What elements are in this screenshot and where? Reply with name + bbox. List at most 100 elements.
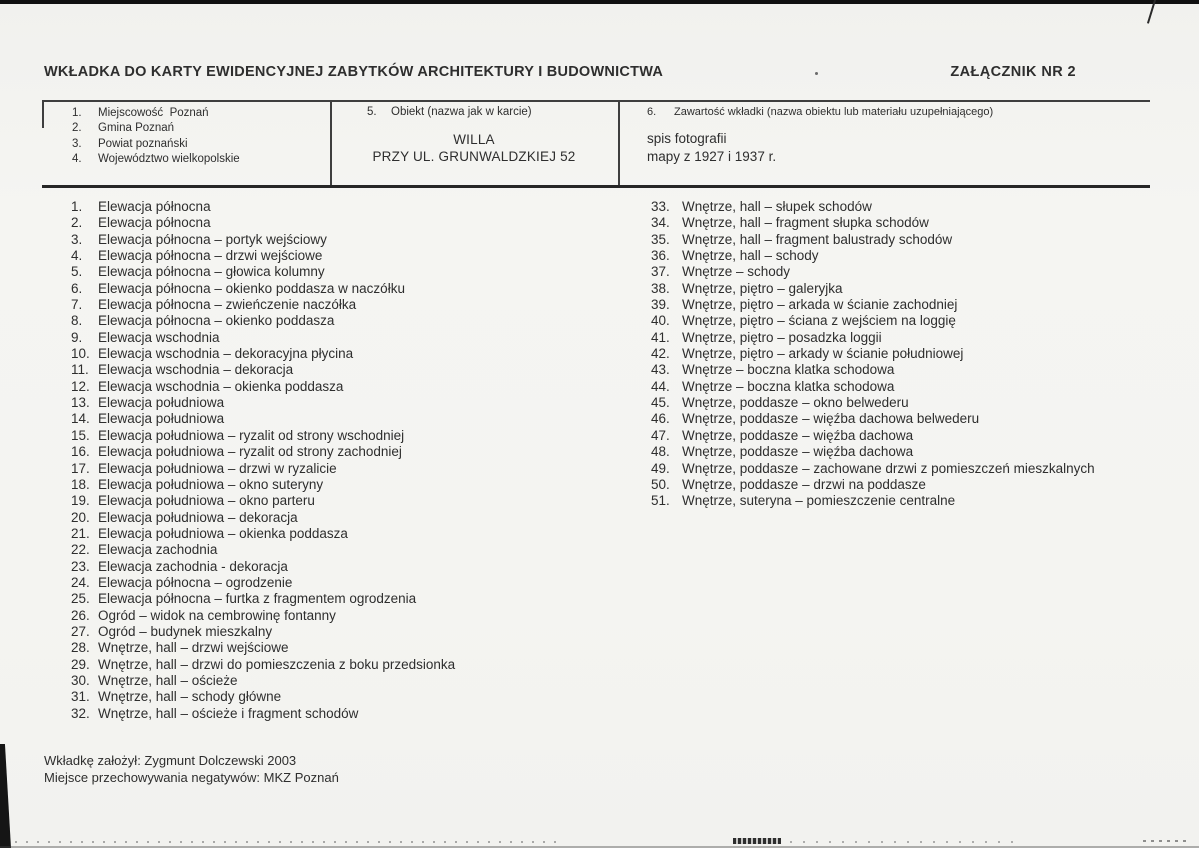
item-text: Elewacja północna (98, 199, 211, 214)
item-number: 1. (71, 199, 83, 214)
scan-artifact-top-edge (0, 0, 1199, 4)
list-item: 29. Wnętrze, hall – drzwi do pomieszczeni… (71, 657, 455, 673)
contents-line2: mapy z 1927 i 1937 r. (647, 148, 777, 164)
item-number: 37. (651, 264, 670, 280)
list-item: 20. Elewacja południowa – dekoracja (71, 510, 455, 526)
item-text: Elewacja północna – głowica kolumny (98, 264, 325, 280)
item-text: Elewacja południowa (98, 395, 225, 411)
item-number: 17. (71, 460, 90, 476)
list-item: 13. Elewacja południowa (71, 395, 455, 411)
item-number: 9. (71, 329, 83, 345)
item-number: 45. (651, 395, 670, 411)
field-label: Zawartość wkładki (nazwa obiektu lub mat… (674, 106, 994, 118)
item-text: Wnętrze, suteryna – pomieszczenie centra… (682, 493, 956, 509)
list-item: 43. Wnętrze – boczna klatka schodowa (651, 362, 1095, 378)
item-text: Ogród – widok na cembrowinę fontanny (98, 607, 336, 623)
item-number: 38. (651, 280, 670, 296)
scan-artifact-bottom-edge (0, 846, 1199, 848)
form-contents-section: 6. Zawartość wkładki (nazwa obiektu lub … (620, 106, 1150, 165)
scan-artifact-bottom-noise (15, 841, 560, 843)
item-number: 20. (71, 509, 90, 525)
item-text: Elewacja południowa – ryzalit od strony … (98, 427, 405, 443)
item-number: 16. (71, 444, 90, 460)
list-item: 7. Elewacja północna – zwieńczenie naczół… (71, 297, 455, 313)
list-item: 27. Ogród – budynek mieszkalny (71, 624, 455, 640)
item-number: 26. (71, 607, 90, 623)
list-item: 10. Elewacja wschodnia – dekoracyjna płyc… (71, 346, 455, 362)
item-number: 10. (71, 346, 90, 362)
item-text: Wnętrze, poddasze – zachowane drzwi z po… (682, 460, 1095, 476)
item-number: 3. (72, 137, 82, 150)
list-item: 42. Wnętrze, piętro – arkady w ścianie po… (651, 346, 1095, 362)
item-number: 18. (71, 476, 90, 492)
annex-label: ZAŁĄCZNIK NR 2 (950, 64, 1076, 80)
field-label: Obiekt (nazwa jak w karcie) (391, 106, 532, 118)
item-text: Elewacja północna – portyk wejściowy (98, 231, 327, 247)
list-item: 2. Elewacja północna (71, 215, 455, 231)
item-text: Wnętrze, hall – schody główne (98, 689, 282, 705)
item-text: Wnętrze, hall – schody (682, 248, 819, 264)
item-text: Elewacja północna – okienko poddasza (98, 313, 335, 329)
item-number: 40. (651, 313, 670, 329)
item-text: Elewacja zachodnia - dekoracja (98, 558, 288, 574)
list-item: 23. Elewacja zachodnia - dekoracja (71, 559, 455, 575)
item-text: Elewacja południowa – okno parteru (98, 493, 315, 509)
form-object-section: 5. Obiekt (nazwa jak w karcie) WILLA PRZ… (332, 106, 616, 165)
item-text: Wnętrze, piętro – posadzka loggii (682, 329, 882, 345)
item-number: 27. (71, 623, 90, 639)
item-text: Wnętrze, poddasze – okno belwederu (682, 395, 909, 411)
item-number: 8. (71, 313, 83, 329)
item-text: Wnętrze – schody (682, 264, 791, 280)
footer-author-line: Wkładkę założył: Zygmunt Dolczewski 2003 (44, 753, 297, 768)
list-item: 11. Elewacja wschodnia – dekoracja (71, 362, 455, 378)
item-text: Wnętrze, hall – drzwi do pomieszczenia z… (98, 656, 456, 672)
item-text: Elewacja północna – furtka z fragmentem … (98, 591, 417, 607)
item-number: 43. (651, 362, 670, 378)
item-text: Wnętrze, piętro – arkady w ścianie połud… (682, 346, 964, 362)
field-number: 6. (647, 106, 657, 118)
item-number: 32. (71, 705, 90, 721)
item-text: Wnętrze – boczna klatka schodowa (682, 362, 895, 378)
item-number: 4. (71, 248, 83, 264)
item-text: Wnętrze, hall – fragment słupka schodów (682, 215, 929, 231)
list-item: 41. Wnętrze, piętro – posadzka loggii (651, 330, 1095, 346)
item-text: Wnętrze, piętro – arkada w ścianie zacho… (682, 297, 958, 313)
item-number: 31. (71, 689, 90, 705)
list-item: 35. Wnętrze, hall – fragment balustrady s… (651, 232, 1095, 248)
item-number: 42. (651, 346, 670, 362)
field-number: 5. (367, 106, 377, 118)
footer-negatives-line: Miejsce przechowywania negatywów: MKZ Po… (44, 769, 339, 785)
item-number: 7. (71, 297, 83, 313)
list-item: 8. Elewacja północna – okienko poddasza (71, 313, 455, 329)
table-divider (330, 102, 332, 185)
scan-artifact-bottom-noise (790, 841, 1020, 843)
list-item: 36. Wnętrze, hall – schody (651, 248, 1095, 264)
item-number: 36. (651, 248, 670, 264)
item-text: Elewacja północna – ogrodzenie (98, 574, 293, 590)
list-item: 45. Wnętrze, poddasze – okno belwederu (651, 395, 1095, 411)
item-text: Wnętrze, hall – fragment balustrady scho… (682, 231, 953, 247)
item-number: 13. (71, 395, 90, 411)
list-item: 4. Województwo wielkopolskie (72, 152, 328, 167)
list-item: 38. Wnętrze, piętro – galeryjka (651, 281, 1095, 297)
item-text: Wnętrze, hall – ościeże i fragment schod… (98, 705, 359, 721)
list-item: 6. Elewacja północna – okienko poddasza w… (71, 281, 455, 297)
list-item: 9. Elewacja wschodnia (71, 330, 455, 346)
list-item: 40. Wnętrze, piętro – ściana z wejściem n… (651, 313, 1095, 329)
item-text: Wnętrze, piętro – galeryjka (682, 280, 843, 296)
title-row: WKŁADKA DO KARTY EWIDENCYJNEJ ZABYTKÓW A… (44, 64, 1151, 80)
item-number: 49. (651, 460, 670, 476)
item-text: Elewacja południowa – ryzalit od strony … (98, 444, 402, 460)
footer-notes: Wkładkę założył: Zygmunt Dolczewski 2003… (44, 753, 339, 786)
list-item: 51. Wnętrze, suteryna – pomieszczenie cen… (651, 493, 1095, 509)
list-item: 44. Wnętrze – boczna klatka schodowa (651, 379, 1095, 395)
list-item: 47. Wnętrze, poddasze – więźba dachowa (651, 428, 1095, 444)
list-item: 5. Elewacja północna – głowica kolumny (71, 264, 455, 280)
item-text: Elewacja wschodnia (98, 329, 220, 345)
item-text: Wnętrze, poddasze – drzwi na poddasze (682, 476, 926, 492)
list-item: 25. Elewacja północna – furtka z fragment… (71, 591, 455, 607)
item-text: Elewacja południowa (98, 411, 225, 427)
item-text: Elewacja północna – drzwi wejściowe (98, 248, 323, 264)
item-number: 34. (651, 215, 670, 231)
